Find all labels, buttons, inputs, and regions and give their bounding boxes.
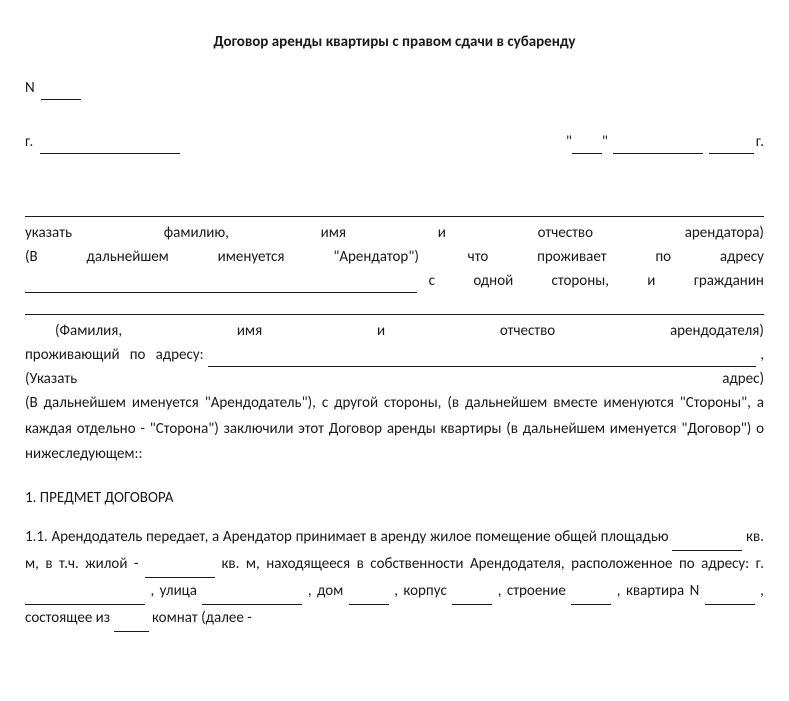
txt: арендатора) (685, 224, 764, 242)
n-label: N (25, 79, 35, 97)
txt: проживает (537, 248, 607, 266)
landlord-address-blank[interactable] (208, 351, 757, 367)
txt: дальнейшем (87, 248, 169, 266)
txt: и (377, 322, 385, 340)
date-year-blank[interactable] (709, 153, 754, 154)
txt: отчество (538, 224, 593, 242)
date-open-quote: " (566, 133, 572, 151)
city-part: г. (25, 130, 180, 154)
txt: и (438, 224, 446, 242)
addr-apt-blank[interactable] (705, 591, 755, 605)
txt: имя (321, 224, 346, 242)
date-month-blank[interactable] (613, 153, 703, 154)
city-blank[interactable] (40, 153, 180, 154)
clause-1-1: 1.1. Арендодатель передает, а Арендатор … (25, 524, 764, 632)
txt: арендодателя) (670, 322, 764, 340)
txt: стороны, (552, 272, 609, 290)
txt: , (760, 343, 764, 367)
txt: что (468, 248, 489, 266)
tenant-address-blank[interactable] (25, 277, 417, 293)
txt: 1.1. Арендодатель передает, а Арендатор … (25, 528, 669, 546)
txt: адрес) (722, 367, 764, 391)
party-block: указать фамилию, имя и отчество арендато… (25, 199, 764, 468)
date-part: " " г. (566, 130, 764, 154)
txt: указать (25, 224, 72, 242)
landlord-name-line[interactable] (25, 297, 764, 315)
txt: имя (237, 322, 262, 340)
tenant-hint-line: указать фамилию, имя и отчество арендато… (25, 221, 764, 245)
txt: , строение (498, 582, 566, 600)
tenant-desc-line: (В дальнейшем именуется "Арендатор") что… (25, 245, 764, 269)
addr-street-blank[interactable] (202, 591, 302, 605)
txt: адресу (720, 248, 764, 266)
addr-korpus-blank[interactable] (452, 591, 492, 605)
txt: "Арендатор") (333, 248, 419, 266)
contract-number-row: N (25, 76, 764, 100)
landlord-hint-line: (Фамилия, имя и отчество арендодателя) (25, 319, 764, 343)
rooms-blank[interactable] (114, 618, 149, 632)
living-area-blank[interactable] (145, 564, 215, 578)
parties-body-paragraph: (В дальнейшем именуется "Арендодатель"),… (25, 391, 764, 468)
txt: по (655, 248, 671, 266)
section-1-title: 1. ПРЕДМЕТ ДОГОВОРА (25, 486, 764, 510)
city-prefix: г. (25, 133, 33, 151)
contract-number-blank[interactable] (41, 99, 81, 100)
tenant-name-line[interactable] (25, 199, 764, 217)
txt: именуется (218, 248, 285, 266)
txt: , квартира N (617, 582, 700, 600)
txt: (Указать (25, 367, 77, 391)
txt: (В (25, 248, 38, 266)
addr-stroenie-blank[interactable] (571, 591, 611, 605)
txt: кв. м, находящееся в собственности Аренд… (221, 555, 764, 573)
address-hint-line: (Указать адрес) (25, 367, 764, 391)
txt: одной (473, 272, 513, 290)
date-year-suffix: г. (756, 133, 764, 151)
landlord-address-line: проживающий по адресу: , (25, 343, 764, 367)
txt: , улица (150, 582, 197, 600)
addr-house-blank[interactable] (349, 591, 389, 605)
txt: с (429, 272, 435, 290)
addr-city-blank[interactable] (25, 591, 145, 605)
city-date-row: г. " " г. (25, 130, 764, 154)
txt: фамилию, (164, 224, 229, 242)
txt: (Фамилия, (55, 322, 122, 340)
txt: , корпус (394, 582, 447, 600)
txt: комнат (далее - (152, 609, 252, 627)
total-area-blank[interactable] (672, 537, 742, 551)
txt: отчество (500, 322, 555, 340)
txt: и (647, 272, 655, 290)
date-day-blank[interactable] (572, 153, 602, 154)
txt: проживающий по адресу: (25, 343, 204, 367)
tenant-address-side-line: с одной стороны, и гражданин (25, 269, 764, 293)
txt: гражданин (694, 272, 764, 290)
txt: , дом (308, 582, 343, 600)
date-close-quote: " (602, 133, 608, 151)
document-title: Договор аренды квартиры с правом сдачи в… (25, 30, 764, 54)
